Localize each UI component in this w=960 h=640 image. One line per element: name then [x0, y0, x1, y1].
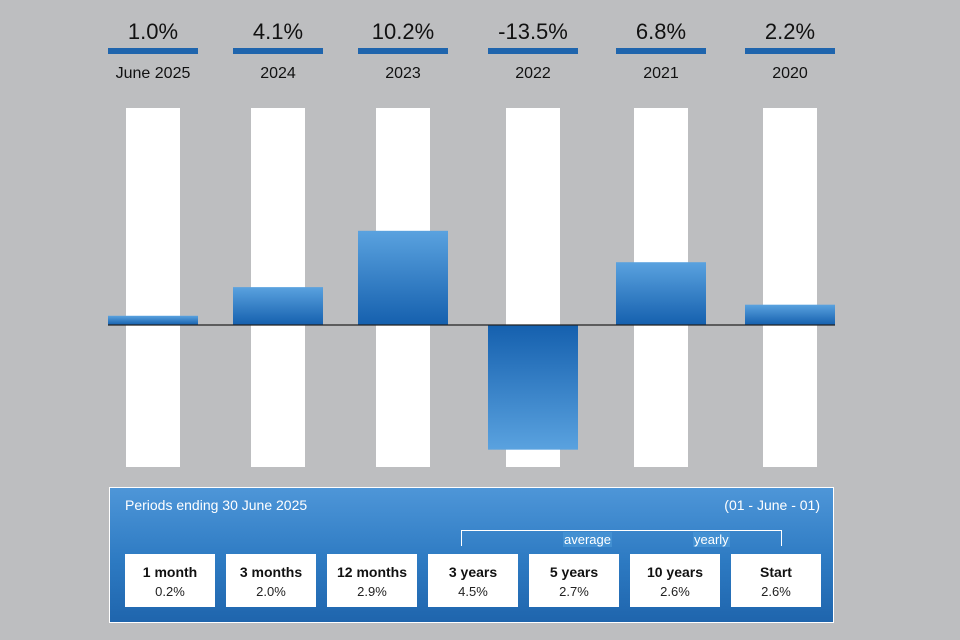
category-label: 2020	[772, 65, 808, 82]
header-underline	[616, 48, 706, 54]
bar-5	[745, 304, 835, 325]
average-yearly-bracket	[461, 530, 782, 546]
period-value: 2.9%	[357, 584, 387, 599]
period-box-12-months: 12 months 2.9%	[327, 554, 417, 607]
period-box-1-month: 1 month 0.2%	[125, 554, 215, 607]
bar-value-label: 2.2%	[765, 19, 815, 44]
returns-chart: 1.0% June 2025 4.1% 2024 10.2% 2023 -13.5% 2022…	[108, 19, 835, 467]
period-label: 12 months	[336, 564, 407, 580]
yearly-label: yearly	[693, 532, 730, 547]
period-value: 0.2%	[155, 584, 185, 599]
bar-1	[233, 287, 323, 325]
category-label: 2023	[385, 65, 421, 82]
bar-4	[616, 262, 706, 325]
period-box-3-years: 3 years 4.5%	[428, 554, 518, 607]
bar-value-label: 6.8%	[636, 19, 686, 44]
header-underline	[233, 48, 323, 54]
average-label: average	[563, 532, 612, 547]
header-underline	[745, 48, 835, 54]
periods-title: Periods ending 30 June 2025	[125, 497, 308, 513]
bar-track	[763, 108, 817, 467]
bar-value-label: 10.2%	[372, 19, 434, 44]
header-underline	[488, 48, 578, 54]
category-label: 2022	[515, 65, 551, 82]
bar-3	[488, 325, 578, 450]
header-underline	[358, 48, 448, 54]
period-box-5-years: 5 years 2.7%	[529, 554, 619, 607]
bar-2	[358, 230, 448, 325]
header-underline	[108, 48, 198, 54]
period-value: 4.5%	[458, 584, 488, 599]
period-value: 2.0%	[256, 584, 286, 599]
period-box-3-months: 3 months 2.0%	[226, 554, 316, 607]
category-label: 2024	[260, 65, 296, 82]
period-label: Start	[760, 564, 792, 580]
bar-value-label: -13.5%	[498, 19, 568, 44]
period-label: 1 month	[142, 564, 198, 580]
bar-track	[126, 108, 180, 467]
returns-chart-svg: 1.0% June 2025 4.1% 2024 10.2% 2023 -13.5% 2022…	[108, 19, 835, 467]
period-label: 5 years	[549, 564, 599, 580]
period-label: 10 years	[646, 564, 704, 580]
periods-date-code: (01 - June - 01)	[724, 497, 820, 513]
period-value: 2.6%	[761, 584, 791, 599]
period-label: 3 years	[448, 564, 498, 580]
bar-value-label: 1.0%	[128, 19, 178, 44]
period-label: 3 months	[239, 564, 303, 580]
bar-0	[108, 315, 198, 325]
period-box-10-years: 10 years 2.6%	[630, 554, 720, 607]
bar-value-label: 4.1%	[253, 19, 303, 44]
period-value: 2.6%	[660, 584, 690, 599]
category-label: June 2025	[116, 65, 191, 82]
period-box-start: Start 2.6%	[731, 554, 821, 607]
category-label: 2021	[643, 65, 679, 82]
periods-panel: Periods ending 30 June 2025 (01 - June -…	[109, 487, 834, 623]
period-value: 2.7%	[559, 584, 589, 599]
